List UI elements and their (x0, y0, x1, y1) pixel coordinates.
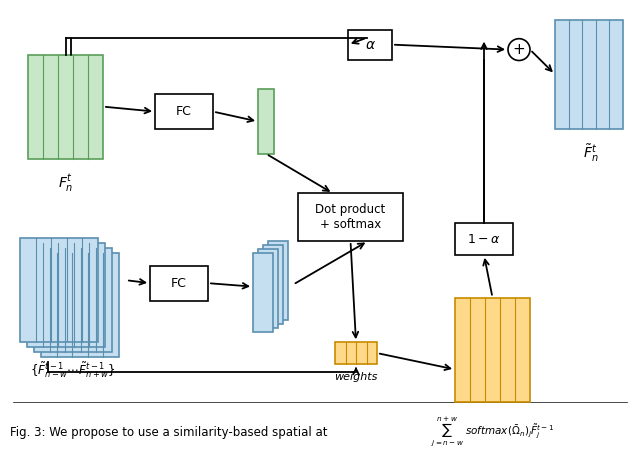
Bar (348, 30, 392, 59)
Text: $\{\tilde{F}_{n-w}^{t-1} \cdots \tilde{F}_{n+w}^{t-1}\}$: $\{\tilde{F}_{n-w}^{t-1} \cdots \tilde{F… (30, 360, 116, 380)
Text: FC: FC (176, 105, 192, 118)
Text: weights: weights (334, 372, 378, 382)
Bar (28, 54, 103, 159)
Bar (20, 238, 98, 342)
Bar (155, 94, 213, 129)
Bar (263, 245, 283, 324)
Bar (555, 20, 623, 129)
Text: $F_n^t$: $F_n^t$ (58, 173, 73, 194)
Bar (298, 193, 403, 241)
Bar (258, 89, 274, 154)
Text: $\sum_{j=n-w}^{n+w}\; softmax(\bar{\Omega}_n)_j \tilde{F}_j^{t-1}$: $\sum_{j=n-w}^{n+w}\; softmax(\bar{\Omeg… (431, 415, 554, 449)
Bar (258, 249, 278, 328)
Text: FC: FC (171, 276, 187, 290)
Bar (335, 342, 377, 364)
Bar (268, 241, 288, 320)
Text: $1-\alpha$: $1-\alpha$ (467, 233, 500, 245)
Bar (455, 223, 513, 255)
Bar (41, 253, 119, 357)
Bar (34, 248, 112, 352)
Bar (27, 243, 105, 347)
Text: +: + (513, 42, 525, 57)
Circle shape (508, 39, 530, 60)
Text: $\alpha$: $\alpha$ (365, 37, 376, 52)
Text: $\tilde{F}_n^t$: $\tilde{F}_n^t$ (583, 143, 599, 165)
Bar (253, 253, 273, 332)
Text: Fig. 3: We propose to use a similarity-based spatial at: Fig. 3: We propose to use a similarity-b… (10, 426, 328, 440)
Bar (150, 266, 208, 301)
Text: Dot product
+ softmax: Dot product + softmax (316, 203, 386, 231)
Bar (455, 298, 530, 402)
